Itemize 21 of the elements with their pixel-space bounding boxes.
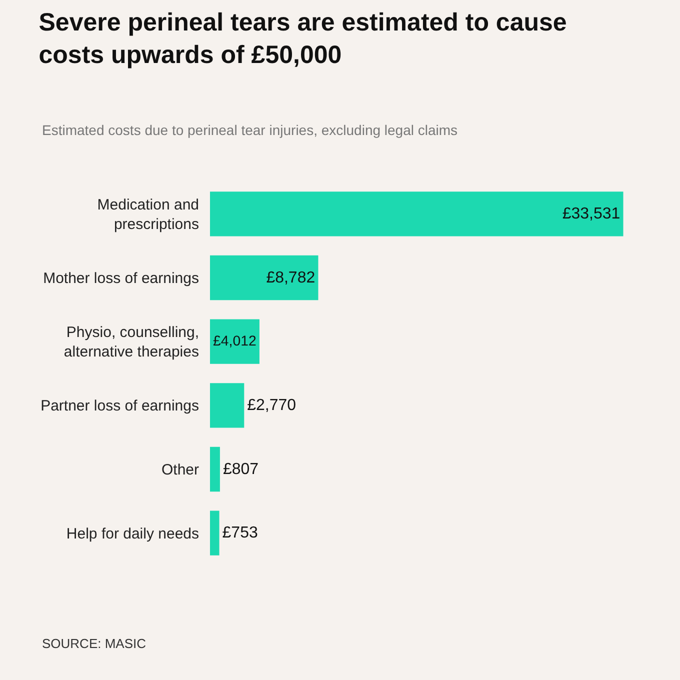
data-label: £33,531 [562, 205, 620, 222]
data-label: £4,012 [213, 334, 256, 350]
y-tick-label: Help for daily needs [66, 525, 199, 542]
data-label: £8,782 [266, 269, 316, 286]
chart-title: Severe perineal tears are estimated to cause costs upwards of £50,000 [38, 8, 567, 70]
data-label: £807 [222, 460, 259, 478]
y-tick-label: Partner loss of earnings [40, 398, 199, 415]
data-label: £753 [222, 524, 258, 542]
y-tick-label: Medication and prescriptions [97, 196, 199, 233]
bar [210, 192, 624, 236]
bar [210, 446, 220, 492]
bar [210, 319, 260, 364]
bar [210, 383, 244, 428]
y-tick-label: Other [161, 462, 200, 478]
bar [210, 510, 220, 556]
source-note: SOURCE: MASIC [42, 636, 146, 651]
y-tick-label: Mother loss of earnings [43, 270, 199, 287]
chart-subtitle: Estimated costs due to perineal tear injuries, excluding legal claims [42, 122, 458, 138]
y-tick-label: Physio, counselling, alternative therapies [64, 324, 199, 361]
bar [210, 255, 318, 300]
data-label: £2,770 [247, 396, 296, 414]
